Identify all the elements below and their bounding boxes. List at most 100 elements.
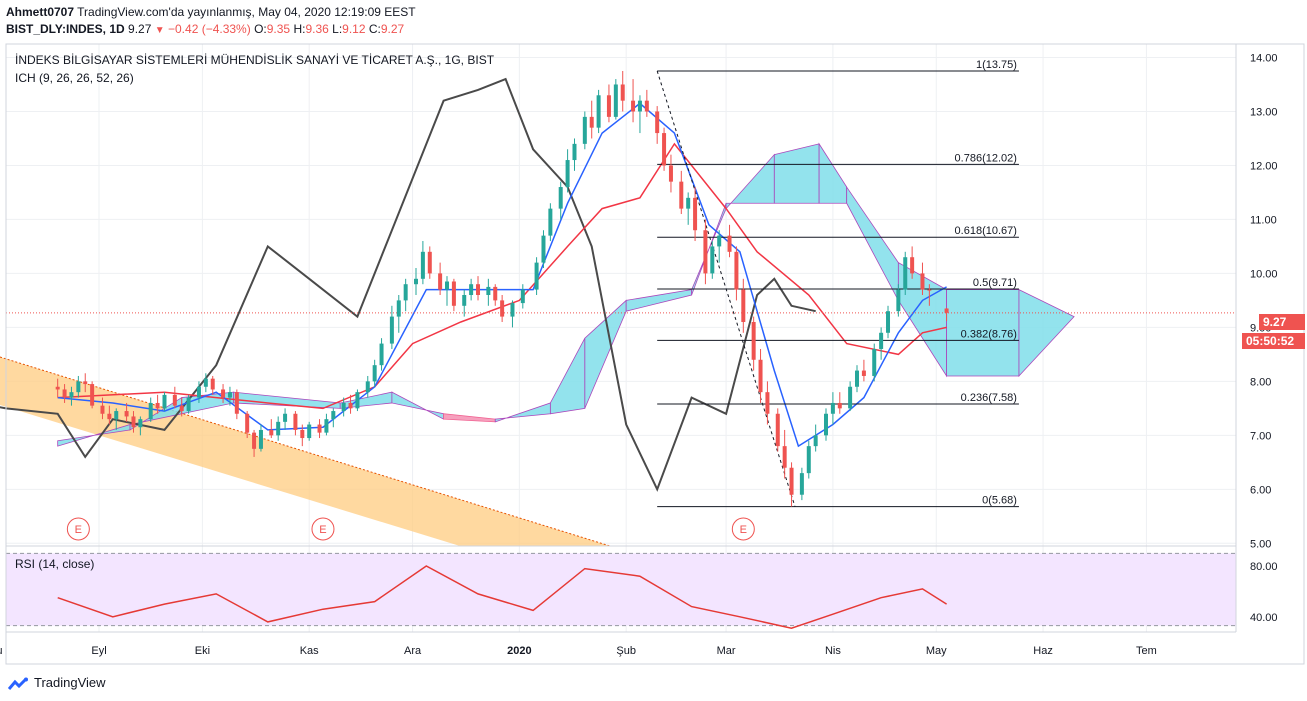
earnings-marker bbox=[66, 517, 90, 541]
cloud-segment bbox=[773, 143, 820, 204]
open-value: 9.35 bbox=[266, 22, 291, 36]
candle-body bbox=[179, 405, 184, 412]
kijun-line bbox=[57, 142, 947, 410]
open-label: O: bbox=[254, 22, 267, 36]
candle-body bbox=[693, 197, 698, 231]
candle-body bbox=[55, 386, 60, 390]
price-tick-label: 5.00 bbox=[1250, 538, 1271, 550]
candle-body bbox=[365, 381, 370, 393]
candle-body bbox=[355, 392, 360, 409]
candle-body bbox=[727, 235, 732, 252]
candle-body bbox=[668, 165, 673, 182]
brand-label: TradingView bbox=[34, 675, 106, 690]
last-price: 9.27 bbox=[128, 22, 152, 36]
countdown-tag: 05:50:52 bbox=[1242, 333, 1305, 349]
chart-title: İNDEKS BİLGİSAYAR SİSTEMLERİ MÜHENDİSLİK… bbox=[15, 53, 495, 67]
candle-body bbox=[927, 289, 932, 291]
candle-body bbox=[76, 381, 81, 393]
candle-body bbox=[445, 281, 450, 290]
candle-body bbox=[451, 281, 456, 306]
candle-body bbox=[138, 419, 143, 428]
candle-body bbox=[227, 392, 232, 398]
rsi-tick-label: 80.00 bbox=[1250, 561, 1278, 573]
candle-body bbox=[283, 413, 288, 422]
high-label: H: bbox=[293, 22, 306, 36]
candle-body bbox=[717, 235, 722, 247]
candle-body bbox=[500, 300, 505, 317]
candle-body bbox=[210, 378, 215, 390]
candle-body bbox=[276, 421, 281, 436]
price-tick-label: 14.00 bbox=[1250, 52, 1278, 64]
price-tick-label: 7.00 bbox=[1250, 430, 1271, 442]
symbol-name[interactable]: BIST_DLY:INDES, 1D bbox=[6, 22, 125, 36]
fib-level-label: 0.618(10.67) bbox=[955, 225, 1017, 237]
close-value: 9.27 bbox=[380, 22, 405, 36]
time-tick-label: Eyl bbox=[91, 645, 106, 657]
candle-body bbox=[644, 100, 649, 112]
candle-body bbox=[582, 116, 587, 144]
candle-body bbox=[83, 381, 88, 385]
ichimoku-lines bbox=[0, 77, 947, 492]
candle-body bbox=[903, 257, 908, 290]
candle-body bbox=[596, 95, 601, 128]
candle-body bbox=[427, 251, 432, 274]
price-tick-label: 13.00 bbox=[1250, 106, 1278, 118]
time-tick-label: ğu bbox=[0, 645, 2, 657]
candle-body bbox=[775, 413, 780, 447]
time-tick-label: Şub bbox=[616, 645, 636, 657]
tenkan-line bbox=[57, 102, 947, 448]
earnings-marker bbox=[731, 517, 755, 541]
candle-body bbox=[234, 392, 239, 414]
candle-body bbox=[124, 411, 129, 417]
candle-body bbox=[886, 311, 891, 333]
publish-info: TradingView.com'da yayınlanmış, May 04, … bbox=[77, 5, 416, 19]
tradingview-brand[interactable]: TradingView bbox=[8, 675, 106, 691]
time-tick-label: Ara bbox=[404, 645, 422, 657]
price-tick-label: 8.00 bbox=[1250, 376, 1271, 388]
candle-body bbox=[221, 389, 226, 398]
candle-body bbox=[534, 262, 539, 290]
candlesticks[interactable] bbox=[55, 70, 949, 507]
candle-body bbox=[703, 230, 708, 274]
candle-body bbox=[872, 348, 877, 376]
earnings-marker bbox=[311, 517, 335, 541]
candle-body bbox=[758, 359, 763, 393]
candle-body bbox=[861, 370, 866, 376]
candle-body bbox=[944, 308, 949, 313]
last-price-tag: 9.27 bbox=[1259, 314, 1305, 330]
candle-body bbox=[765, 392, 770, 414]
candle-body bbox=[252, 432, 257, 449]
candle-body bbox=[782, 446, 787, 468]
candle-body bbox=[372, 365, 377, 382]
candle-body bbox=[613, 84, 618, 117]
candle-body bbox=[830, 402, 835, 414]
earnings-marker-label: E bbox=[740, 524, 747, 536]
candle-body bbox=[662, 133, 667, 166]
rsi-line bbox=[57, 565, 948, 629]
candle-body bbox=[203, 378, 208, 387]
time-tick-label: Nis bbox=[825, 645, 841, 657]
candle-body bbox=[589, 116, 594, 128]
close-label: C: bbox=[368, 22, 381, 36]
candle-body bbox=[741, 289, 746, 322]
candle-body bbox=[307, 424, 312, 439]
candle-body bbox=[155, 402, 160, 409]
rsi-tick-label: 40.00 bbox=[1250, 612, 1278, 624]
candle-body bbox=[196, 386, 201, 398]
publish-header: Ahmett0707 TradingView.com'da yayınlanmı… bbox=[6, 5, 416, 19]
candle-body bbox=[548, 208, 553, 236]
ichimoku-legend[interactable]: ICH (9, 26, 26, 52, 26) bbox=[15, 71, 134, 85]
time-tick-label: May bbox=[926, 645, 947, 657]
rsi-legend[interactable]: RSI (14, close) bbox=[15, 557, 95, 571]
candle-body bbox=[131, 416, 136, 428]
candle-body bbox=[258, 429, 263, 449]
candle-body bbox=[162, 394, 167, 409]
candle-body bbox=[293, 413, 298, 430]
candle-body bbox=[637, 100, 642, 112]
candle-body bbox=[403, 284, 408, 301]
candle-body bbox=[438, 273, 443, 290]
candle-body bbox=[107, 413, 112, 420]
username[interactable]: Ahmett0707 bbox=[6, 5, 75, 19]
time-tick-label: Kas bbox=[300, 645, 319, 657]
price-tick-label: 12.00 bbox=[1250, 160, 1278, 172]
